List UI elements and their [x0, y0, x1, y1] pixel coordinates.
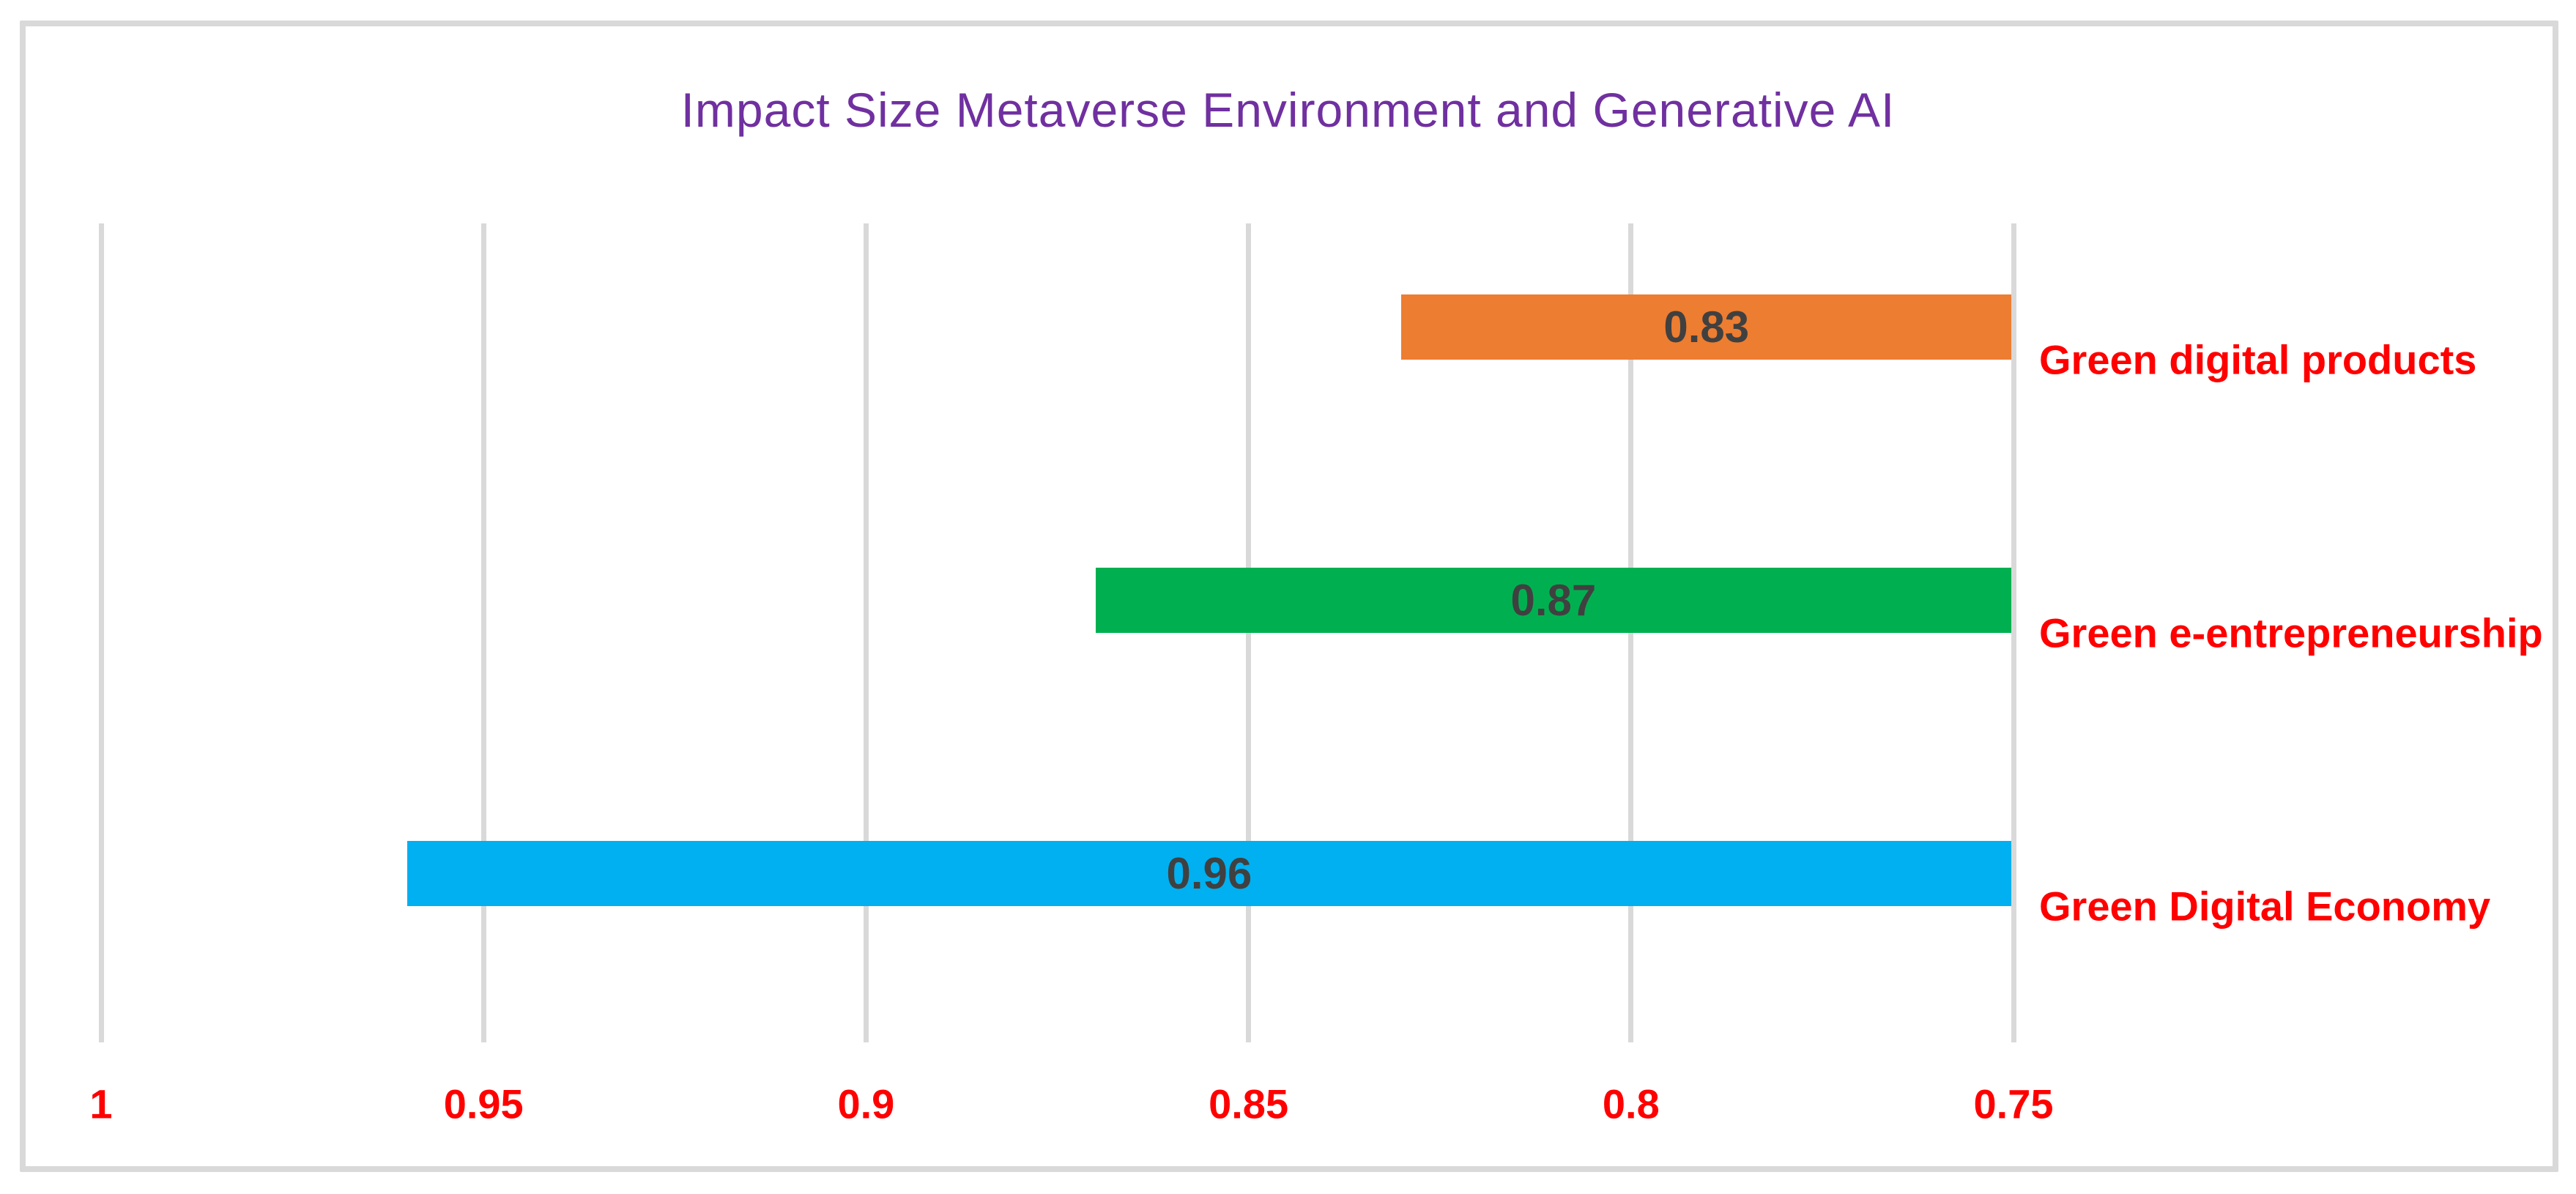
x-tick-label-0-95: 0.95: [443, 1080, 524, 1127]
category-label-green-digital-economy: Green Digital Economy: [2039, 883, 2491, 930]
x-tick-label-1: 1: [89, 1080, 113, 1127]
gridline: [98, 223, 104, 1042]
gridline: [480, 223, 486, 1042]
gridline: [863, 223, 869, 1042]
category-label-green-e-entrepreneurship: Green e-entrepreneurship: [2039, 609, 2543, 656]
chart-title: Impact Size Metaverse Environment and Ge…: [680, 83, 1896, 137]
bar-value-label: 0.96: [1166, 848, 1252, 898]
x-tick-label-0-75: 0.75: [1973, 1080, 2054, 1127]
bar-value-label: 0.83: [1663, 303, 1750, 352]
gridline: [1628, 223, 1634, 1042]
gridline: [2011, 223, 2016, 1042]
bar-value-label: 0.87: [1510, 576, 1597, 625]
chart-border: [20, 21, 2558, 1172]
bar-green-e-entrepreneurship: 0.87: [1095, 568, 2011, 633]
bar-green-digital-products: 0.83: [1401, 294, 2011, 360]
gridline: [1246, 223, 1252, 1042]
x-tick-label-0-85: 0.85: [1209, 1080, 1289, 1127]
x-tick-label-0-8: 0.8: [1602, 1080, 1660, 1127]
bar-green-digital-economy: 0.96: [407, 840, 2011, 906]
category-label-green-digital-products: Green digital products: [2039, 336, 2477, 383]
x-tick-label-0-9: 0.9: [837, 1080, 895, 1127]
